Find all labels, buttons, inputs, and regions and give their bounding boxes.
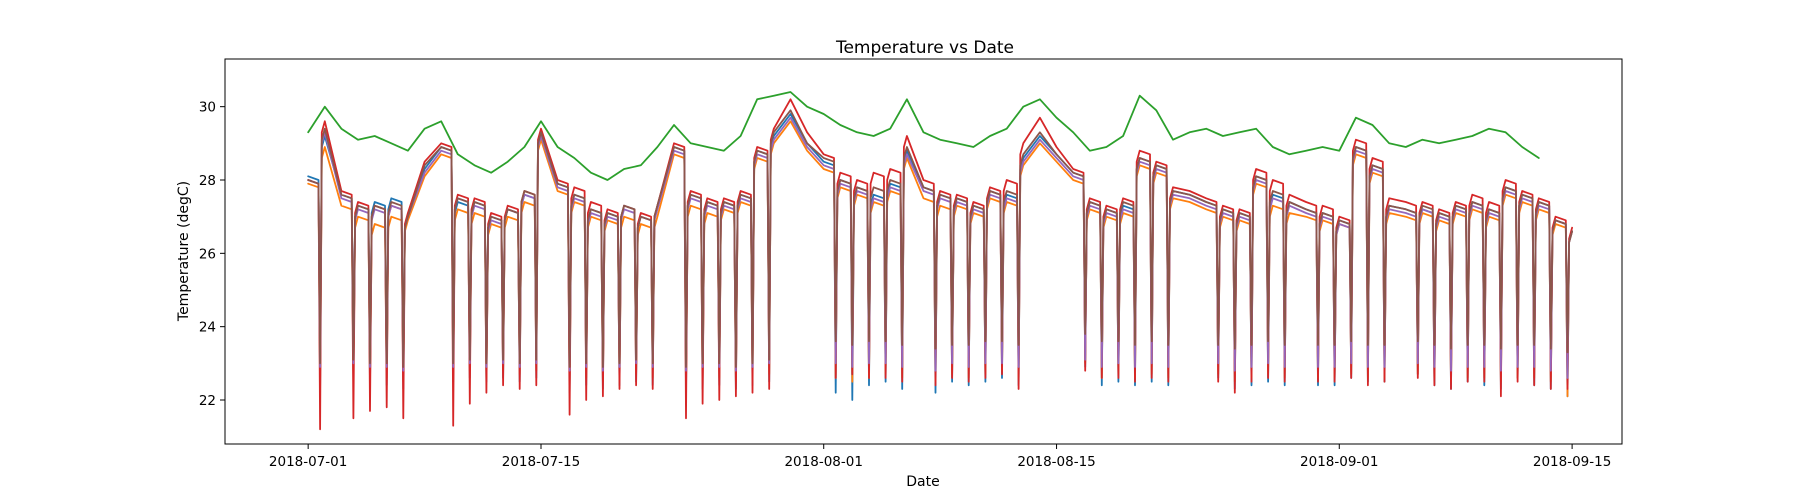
x-tick-label: 2018-07-15 xyxy=(502,454,580,470)
chart-title: Temperature vs Date xyxy=(835,38,1014,58)
x-tick-label: 2018-09-15 xyxy=(1533,454,1611,470)
y-tick-label: 28 xyxy=(199,173,216,189)
x-tick-label: 2018-07-01 xyxy=(269,454,347,470)
series-layer xyxy=(307,91,1573,431)
y-axis-label: Temperature (degC) xyxy=(176,181,192,322)
y-tick-label: 26 xyxy=(199,246,216,262)
x-tick-label: 2018-08-15 xyxy=(1017,454,1095,470)
series-line-3 xyxy=(307,91,1540,181)
x-axis: 2018-07-01 2018-07-15 2018-08-01 2018-08-15… xyxy=(269,444,1611,470)
x-axis-label: Date xyxy=(906,474,939,490)
series-line-4 xyxy=(307,98,1573,431)
y-tick-label: 22 xyxy=(199,393,216,409)
series-line-1 xyxy=(307,113,1573,401)
plot-frame xyxy=(224,58,1623,445)
series-line-6 xyxy=(307,109,1573,368)
x-tick-label: 2018-09-01 xyxy=(1300,454,1378,470)
y-tick-label: 30 xyxy=(199,100,216,116)
y-axis: 22 24 26 28 30 xyxy=(199,100,225,409)
x-tick-label: 2018-08-01 xyxy=(784,454,862,470)
y-tick-label: 24 xyxy=(199,320,216,336)
